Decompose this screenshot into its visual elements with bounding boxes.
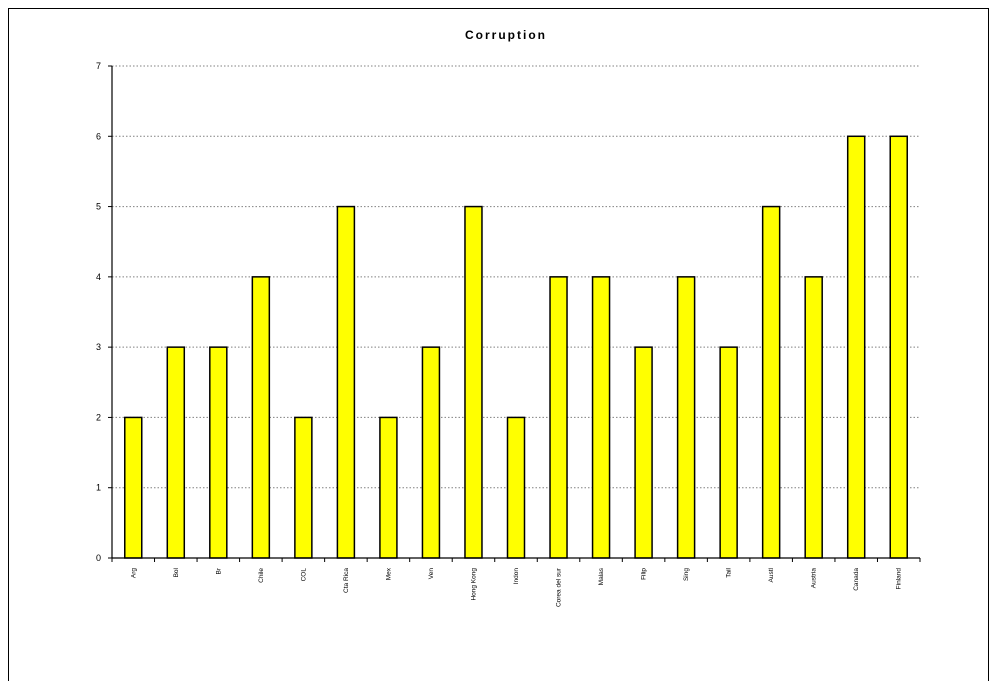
bar bbox=[421, 346, 441, 559]
y-tick-label: 2 bbox=[96, 412, 101, 422]
bar bbox=[761, 205, 781, 559]
y-tick-label: 1 bbox=[96, 483, 101, 493]
bar bbox=[846, 135, 866, 559]
x-tick-label: COL bbox=[300, 568, 307, 582]
x-tick-label: Chile bbox=[258, 568, 265, 583]
x-tick-label: Arg bbox=[130, 568, 137, 579]
bar-chart: 0 1 2 3 4 5 6 7 Arg Bol Br Chile COL Cta Rica Mex Ven H… bbox=[96, 28, 921, 607]
x-tick-label: Cta Rica bbox=[343, 568, 350, 593]
y-tick-label: 7 bbox=[96, 61, 101, 71]
chart-title: Corruption bbox=[465, 28, 547, 42]
bar bbox=[464, 205, 483, 559]
y-tick-label: 4 bbox=[96, 272, 101, 282]
bar bbox=[251, 276, 271, 559]
y-tick-label: 5 bbox=[96, 202, 101, 212]
bar bbox=[889, 135, 908, 559]
x-tick-label: Malas bbox=[598, 567, 605, 585]
x-tick-label: Finland bbox=[896, 568, 903, 590]
x-tick-label: Austl bbox=[768, 567, 775, 582]
x-tick-label: Br bbox=[215, 567, 222, 574]
x-tick-label: Canada bbox=[853, 568, 860, 591]
y-tick-label: 0 bbox=[96, 553, 101, 563]
bar bbox=[294, 416, 313, 559]
bar bbox=[166, 346, 186, 559]
axes bbox=[108, 65, 921, 562]
bar bbox=[506, 416, 526, 559]
bar bbox=[591, 276, 611, 559]
bar bbox=[209, 346, 228, 559]
y-tick-label: 3 bbox=[96, 342, 101, 352]
bar bbox=[336, 205, 356, 559]
x-tick-label: Sing bbox=[683, 568, 690, 581]
y-tick-label: 6 bbox=[96, 131, 101, 141]
bars bbox=[124, 135, 908, 559]
x-tick-label: Corea del sur bbox=[556, 567, 563, 607]
bar bbox=[719, 346, 738, 559]
x-tick-label: Indon bbox=[513, 568, 520, 585]
x-tick-label: Bol bbox=[173, 567, 180, 577]
bar bbox=[124, 416, 143, 559]
x-tick-label: Ven bbox=[428, 568, 435, 580]
bar bbox=[634, 346, 653, 559]
x-tick-label: Mex bbox=[385, 567, 392, 580]
bar bbox=[379, 416, 398, 559]
x-tick-label: Austria bbox=[811, 568, 818, 589]
bar bbox=[676, 276, 696, 559]
x-tick-label: Tail bbox=[726, 567, 733, 577]
x-tick-label: Hong Kong bbox=[470, 568, 477, 601]
chart-frame: 0 1 2 3 4 5 6 7 Arg Bol Br Chile COL Cta Rica Mex Ven H… bbox=[8, 8, 989, 681]
y-tick-labels: 0 1 2 3 4 5 6 7 bbox=[96, 61, 101, 563]
bar bbox=[549, 276, 568, 559]
x-tick-labels: Arg Bol Br Chile COL Cta Rica Mex Ven Hong Kong I… bbox=[130, 567, 902, 607]
bar bbox=[804, 276, 823, 559]
x-tick-label: Filip bbox=[641, 568, 648, 580]
